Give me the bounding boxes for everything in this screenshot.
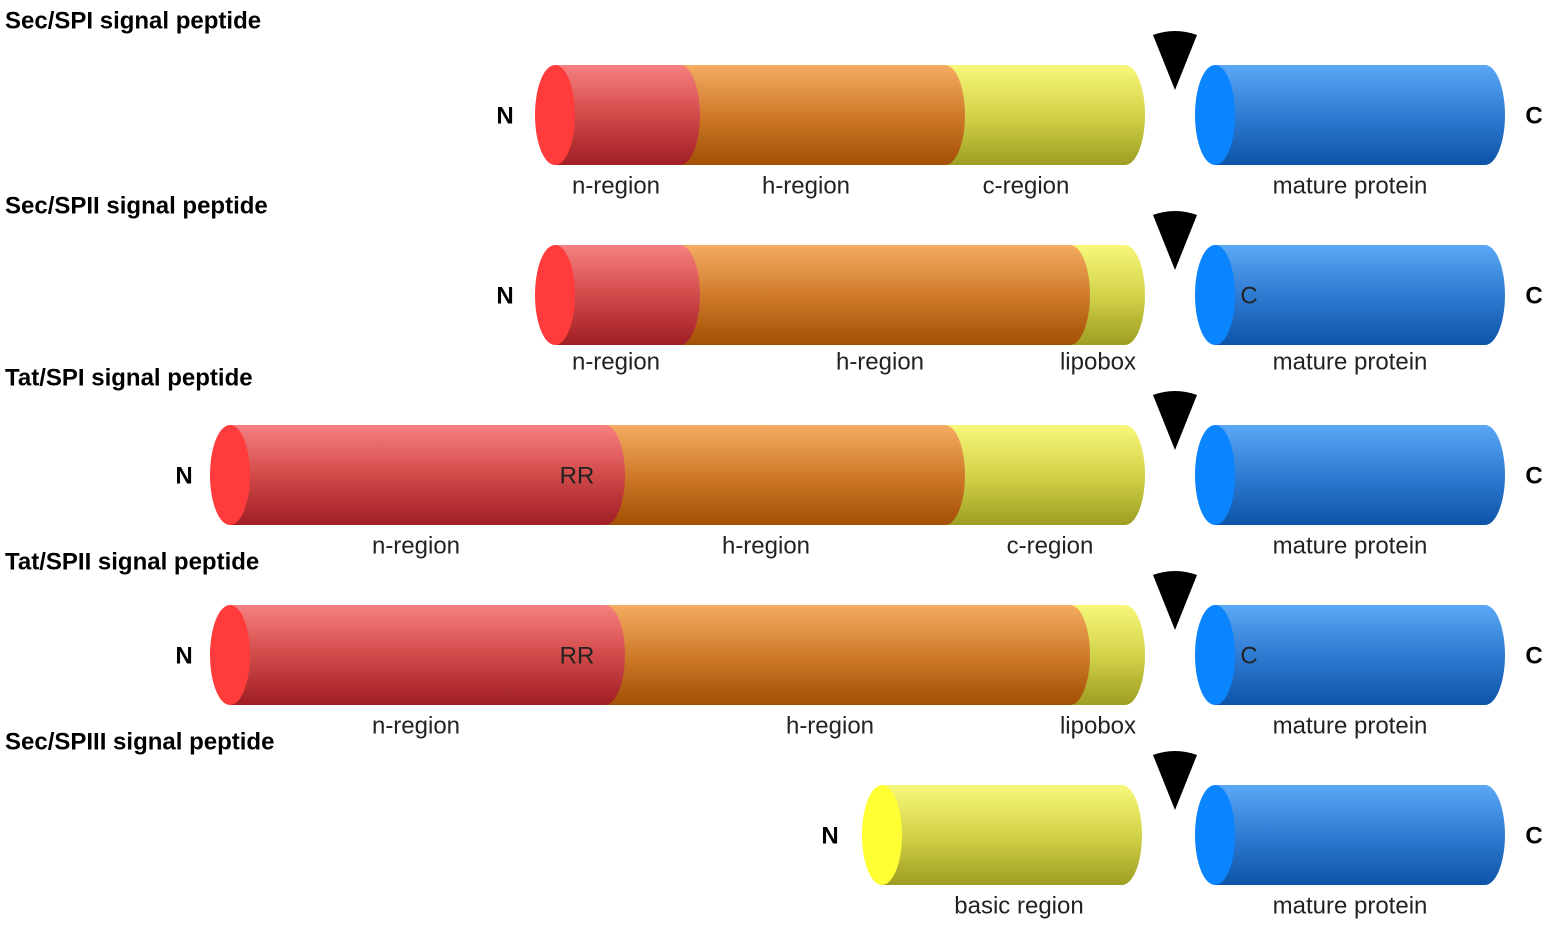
c-terminus-label: C [1525, 822, 1542, 849]
basic-region-segment [882, 785, 1142, 885]
row-title: Sec/SPI signal peptide [5, 7, 261, 34]
region-label: n-region [572, 348, 660, 375]
n-region-segment [555, 245, 700, 345]
region-label: lipobox [1060, 348, 1136, 375]
n-region-segment [555, 65, 700, 165]
mature-protein-label: mature protein [1273, 348, 1428, 375]
mature-protein-segment [1215, 65, 1505, 165]
region-label: h-region [722, 532, 810, 559]
n-terminus-label: N [175, 462, 192, 489]
signal-peptide-row: Tat/SPII signal peptide N RR n-region h-regi… [5, 548, 1543, 739]
cleavage-site-marker [1153, 31, 1197, 90]
mature-protein-cap [1195, 425, 1235, 525]
mature-protein-label: mature protein [1273, 172, 1428, 199]
n-terminus-label: N [821, 822, 838, 849]
region-label: n-region [372, 712, 460, 739]
rr-motif-label: RR [560, 462, 595, 489]
c-terminus-label: C [1525, 642, 1542, 669]
cleavage-site-marker [1153, 571, 1197, 630]
region-label: n-region [372, 532, 460, 559]
n-terminus-cap [210, 425, 250, 525]
n-region-segment [230, 425, 625, 525]
row-title: Sec/SPIII signal peptide [5, 728, 274, 755]
c-terminus-label: C [1525, 462, 1542, 489]
region-label: h-region [786, 712, 874, 739]
region-label: h-region [836, 348, 924, 375]
signal-peptide-row: Tat/SPI signal peptide N RR n-region h-regio… [5, 364, 1543, 559]
row-title: Tat/SPI signal peptide [5, 364, 253, 391]
signal-peptide-row: Sec/SPI signal peptide Nn-region h-region c… [5, 7, 1543, 199]
mature-protein-label: mature protein [1273, 532, 1428, 559]
region-label: lipobox [1060, 712, 1136, 739]
mature-protein-cap [1195, 245, 1235, 345]
mature-protein-cap [1195, 65, 1235, 165]
mature-protein-cap [1195, 605, 1235, 705]
cleavage-site-marker [1153, 751, 1197, 810]
lipid-cysteine-label: C [1240, 282, 1257, 309]
region-label: n-region [572, 172, 660, 199]
mature-protein-label: mature protein [1273, 712, 1428, 739]
n-terminus-cap [862, 785, 902, 885]
rr-motif-label: RR [560, 642, 595, 669]
n-terminus-label: N [175, 642, 192, 669]
n-terminus-label: N [496, 102, 513, 129]
cleavage-site-marker [1153, 211, 1197, 270]
signal-peptide-row: Sec/SPII signal peptide Nn-region h-region… [5, 192, 1543, 375]
n-terminus-cap [210, 605, 250, 705]
mature-protein-segment [1215, 605, 1505, 705]
row-title: Tat/SPII signal peptide [5, 548, 259, 575]
n-terminus-cap [535, 65, 575, 165]
region-label: h-region [762, 172, 850, 199]
n-terminus-label: N [496, 282, 513, 309]
mature-protein-segment [1215, 425, 1505, 525]
c-terminus-label: C [1525, 102, 1542, 129]
mature-protein-segment [1215, 245, 1505, 345]
mature-protein-segment [1215, 785, 1505, 885]
region-label: c-region [1007, 532, 1094, 559]
mature-protein-cap [1195, 785, 1235, 885]
region-label: c-region [983, 172, 1070, 199]
c-terminus-label: C [1525, 282, 1542, 309]
cleavage-site-marker [1153, 391, 1197, 450]
mature-protein-label: mature protein [1273, 892, 1428, 919]
row-title: Sec/SPII signal peptide [5, 192, 268, 219]
n-terminus-cap [535, 245, 575, 345]
lipid-cysteine-label: C [1240, 642, 1257, 669]
n-region-segment [230, 605, 625, 705]
region-label: basic region [954, 892, 1083, 919]
